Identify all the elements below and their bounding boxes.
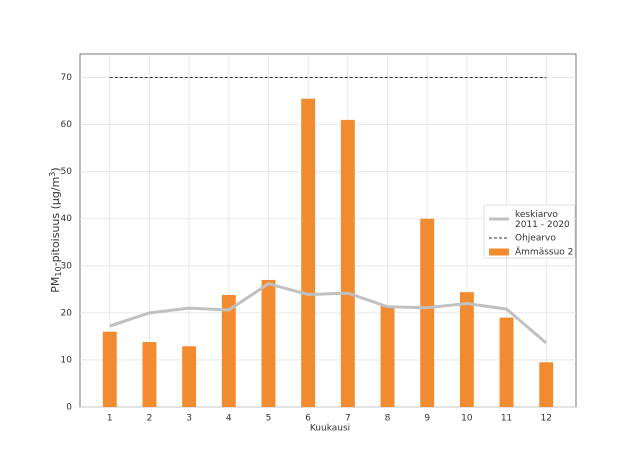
legend-label: keskiarvo 2011 - 2020 bbox=[515, 210, 570, 230]
bar bbox=[182, 346, 197, 407]
bar bbox=[261, 279, 276, 407]
y-tick-label: 50 bbox=[61, 167, 73, 177]
bar bbox=[102, 331, 117, 407]
bar bbox=[539, 362, 554, 407]
x-axis-label: Kuukausi bbox=[310, 424, 350, 434]
x-tick-label: 5 bbox=[266, 414, 272, 424]
bar bbox=[459, 292, 474, 407]
y-label-part: ) bbox=[49, 167, 62, 171]
bar bbox=[221, 294, 236, 407]
bar bbox=[420, 218, 435, 407]
x-tick-label: 10 bbox=[461, 414, 473, 424]
legend-label-line: keskiarvo bbox=[515, 210, 558, 220]
y-tick-label: 40 bbox=[61, 214, 73, 224]
y-tick-label: 10 bbox=[61, 355, 73, 365]
bar bbox=[142, 342, 157, 407]
x-tick-label: 4 bbox=[226, 414, 232, 424]
legend-swatch bbox=[489, 248, 509, 256]
y-label-part: PM bbox=[49, 277, 62, 293]
y-axis-label: PM10-pitoisuus (µg/m3) bbox=[48, 167, 63, 292]
bar bbox=[340, 119, 355, 407]
legend-label-line: 2011 - 2020 bbox=[515, 220, 570, 230]
y-label-part: -pitoisuus (µg/m bbox=[49, 177, 62, 267]
legend-label: Ohjearvo bbox=[515, 234, 556, 244]
x-tick-label: 6 bbox=[305, 414, 311, 424]
y-tick-label: 20 bbox=[61, 308, 73, 318]
bar bbox=[301, 98, 316, 408]
x-tick-label: 1 bbox=[107, 414, 113, 424]
x-tick-label: 9 bbox=[424, 414, 430, 424]
x-tick-label: 11 bbox=[501, 414, 512, 424]
x-tick-label: 3 bbox=[186, 414, 192, 424]
x-tick-label: 7 bbox=[345, 414, 351, 424]
y-label-part: 10 bbox=[54, 266, 63, 276]
legend-label: Ämmässuo 2 bbox=[515, 247, 573, 258]
x-tick-label: 12 bbox=[541, 414, 552, 424]
y-tick-label: 70 bbox=[61, 73, 73, 83]
y-tick-label: 30 bbox=[61, 261, 73, 271]
x-tick-label: 8 bbox=[385, 414, 391, 424]
line bbox=[109, 282, 548, 345]
bar bbox=[380, 305, 395, 407]
y-label-part: 3 bbox=[48, 172, 57, 177]
bar bbox=[499, 317, 514, 407]
y-tick-label: 60 bbox=[61, 120, 73, 130]
x-tick-label: 2 bbox=[147, 414, 153, 424]
y-tick-label: 0 bbox=[66, 403, 72, 413]
